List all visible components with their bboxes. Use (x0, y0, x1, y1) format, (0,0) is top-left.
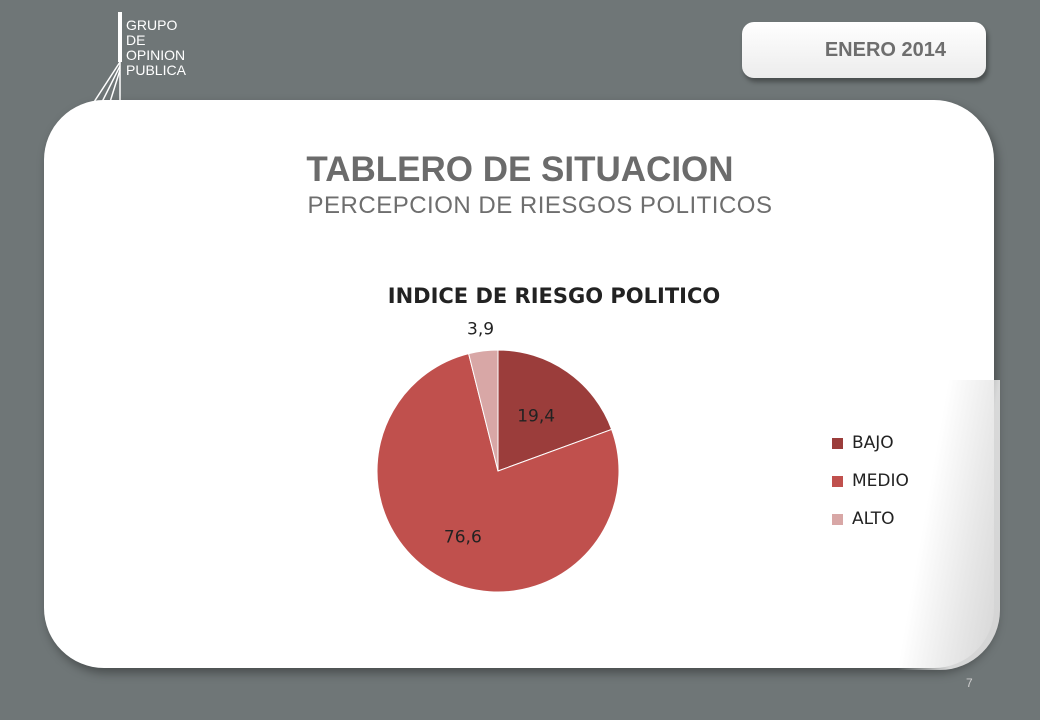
logo-line: PUBLICA (126, 62, 186, 78)
legend-item-medio: MEDIO (832, 462, 909, 500)
legend-swatch (832, 437, 843, 449)
legend-label: BAJO (852, 433, 894, 453)
legend-swatch (832, 513, 843, 525)
legend-swatch (832, 475, 843, 487)
page-number: 7 (966, 676, 973, 690)
chart-title: INDICE DE RIESGO POLITICO (387, 284, 721, 308)
pie-slice-medio (376, 353, 620, 593)
pie-slice-bajo (497, 349, 613, 472)
legend-label: ALTO (852, 509, 895, 529)
logo-mark (93, 12, 122, 102)
logo-line: DE (126, 32, 146, 48)
chart-legend: BAJO MEDIO ALTO (832, 424, 909, 538)
logo-line: GRUPO (126, 17, 178, 33)
data-label-bajo: 19,4 (517, 406, 555, 426)
legend-label: MEDIO (852, 471, 909, 491)
pie-slice-alto (468, 349, 499, 472)
legend-item-alto: ALTO (832, 500, 909, 538)
data-label-alto: 3,9 (467, 319, 494, 339)
legend-item-bajo: BAJO (832, 424, 909, 462)
logo-line: OPINION (126, 47, 186, 63)
slide-subtitle: PERCEPCION DE RIESGOS POLITICOS (307, 192, 773, 219)
date-badge: ENERO 2014 (742, 22, 986, 78)
logo-text: GRUPO DE OPINION PUBLICA (126, 18, 186, 78)
data-label-medio: 76,6 (444, 527, 482, 547)
slide-title: TABLERO DE SITUACION (306, 150, 734, 189)
